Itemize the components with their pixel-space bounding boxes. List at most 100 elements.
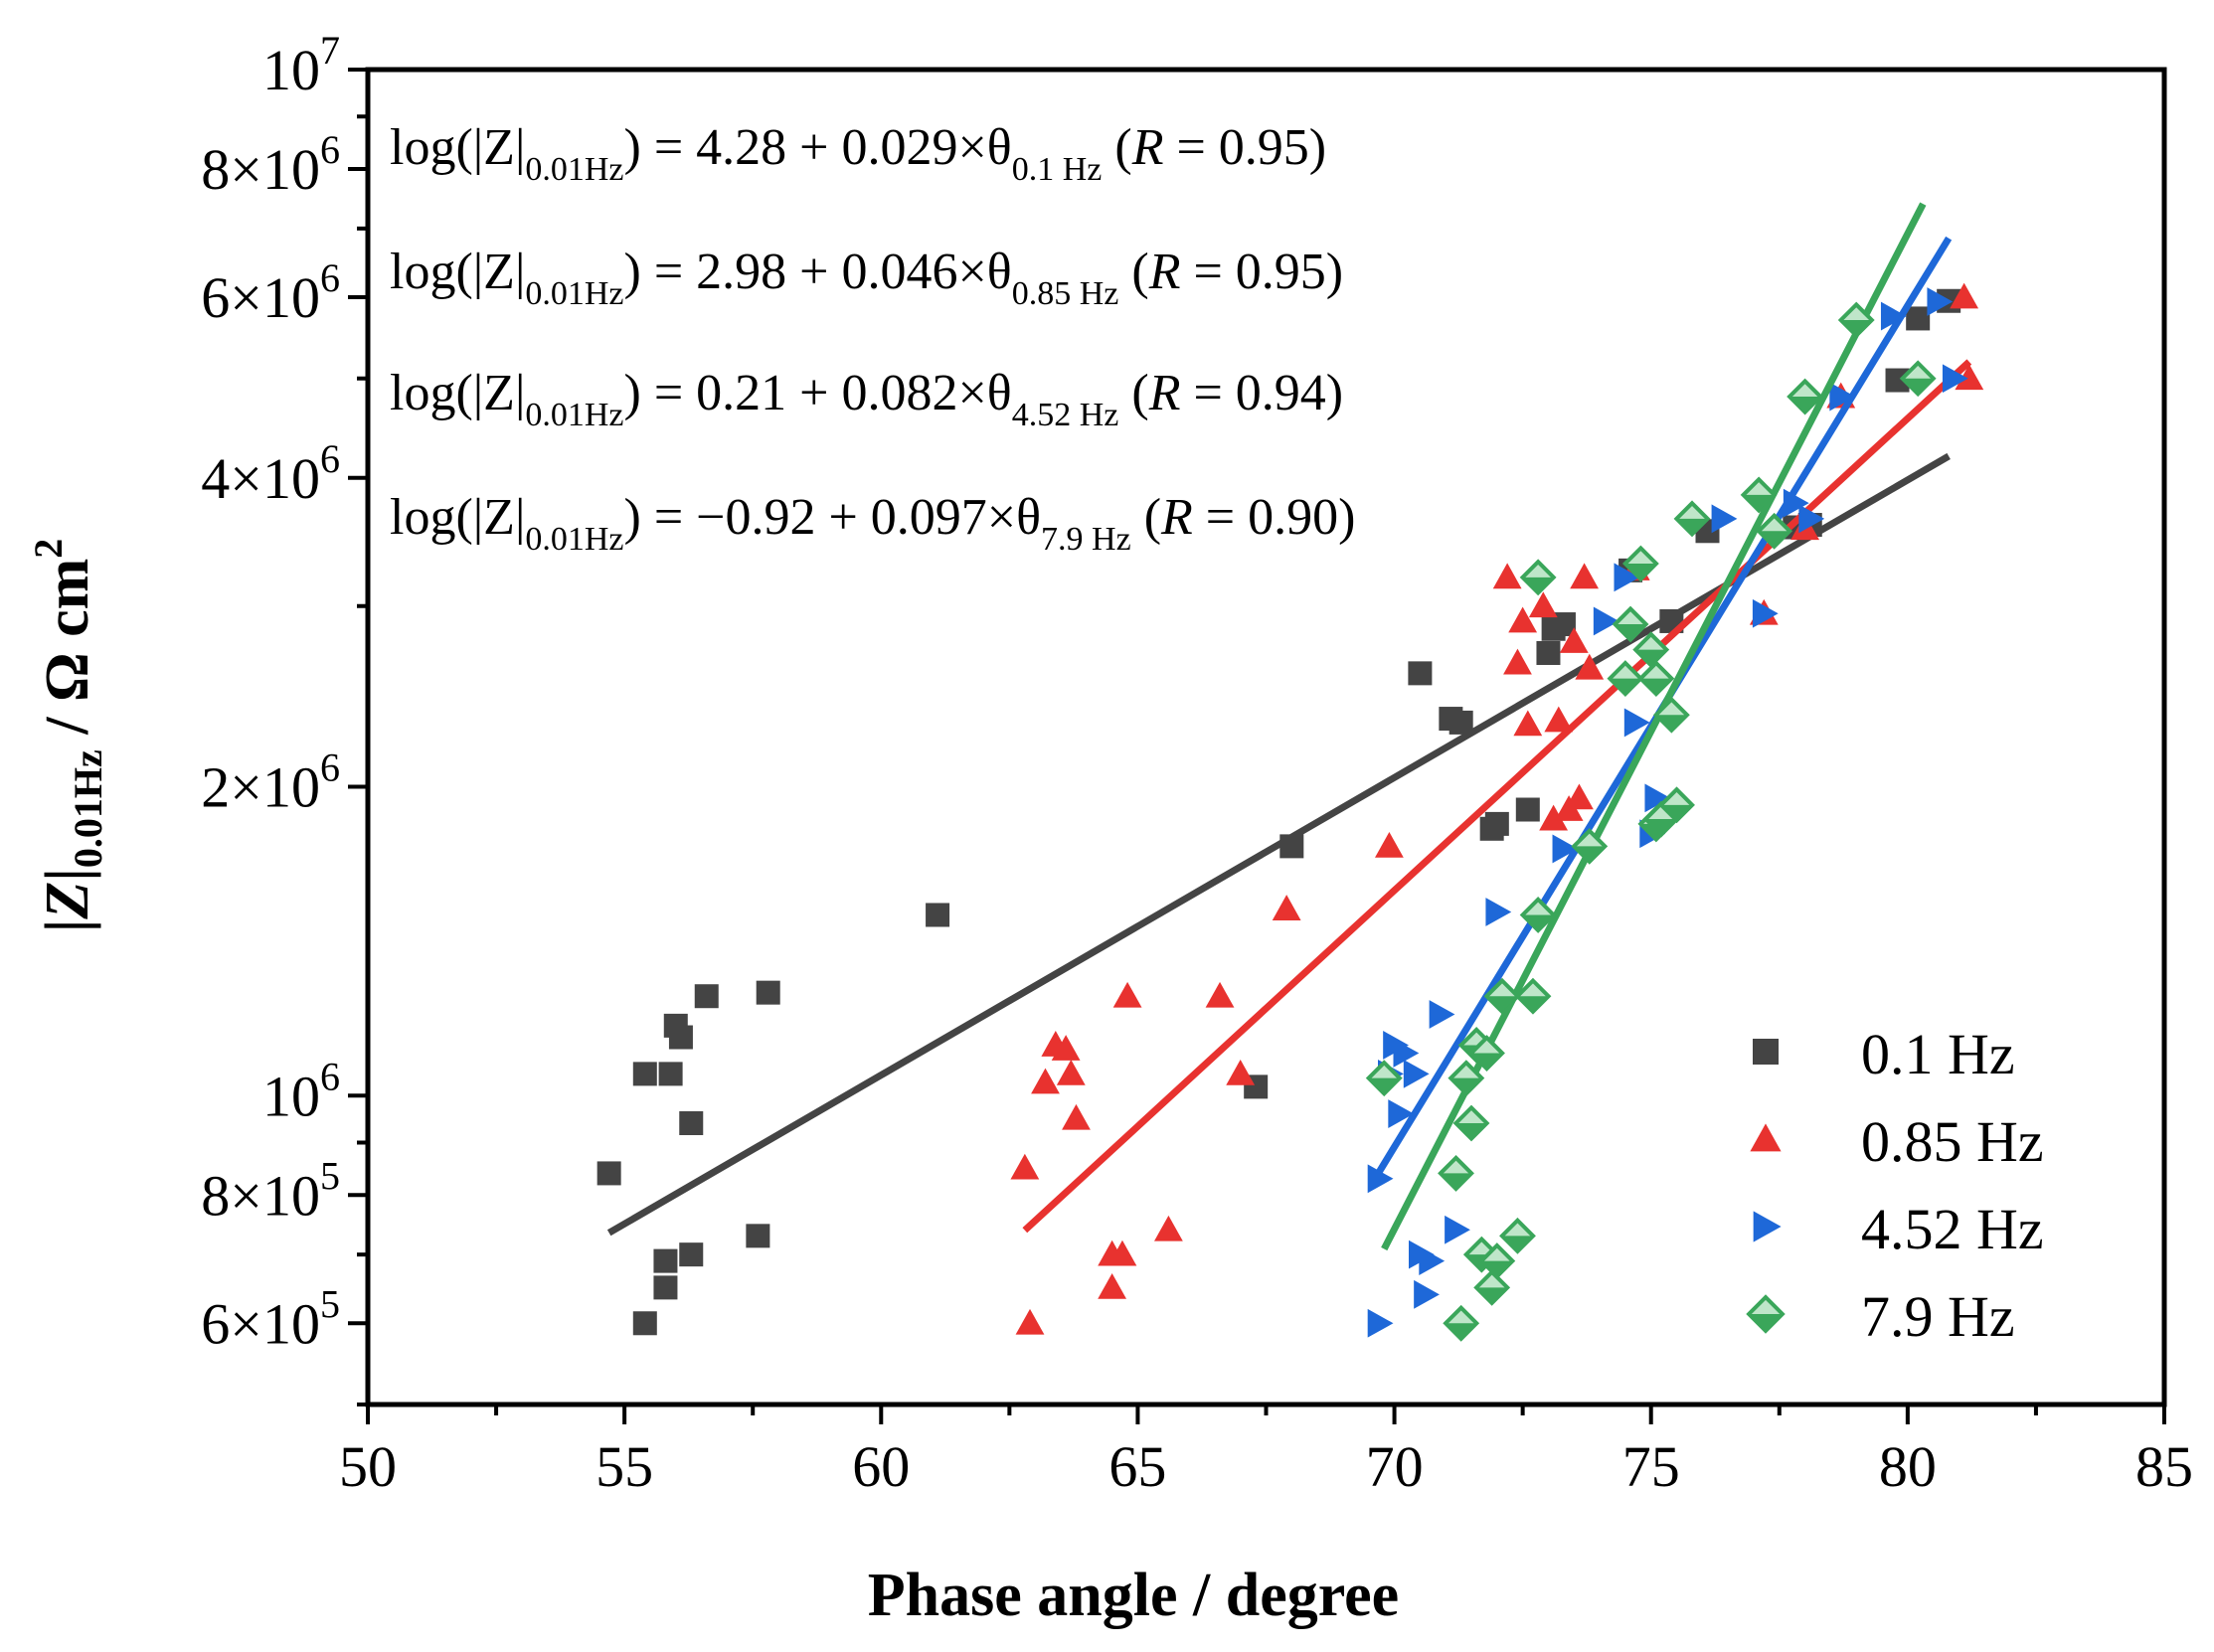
data-point bbox=[1544, 706, 1574, 733]
data-point bbox=[694, 984, 719, 1009]
legend-item: 0.1 Hz bbox=[1753, 1022, 2015, 1086]
data-point bbox=[1452, 1104, 1490, 1142]
data-point bbox=[1519, 897, 1557, 933]
data-point bbox=[1403, 1059, 1430, 1088]
series-2 bbox=[1367, 236, 1968, 1338]
y-tick-label: 6×106 bbox=[201, 255, 340, 330]
data-point bbox=[1607, 660, 1644, 698]
data-point bbox=[1637, 660, 1675, 698]
fit-line bbox=[1022, 359, 1972, 1234]
data-point bbox=[1837, 301, 1875, 339]
data-point bbox=[1740, 476, 1778, 514]
data-point bbox=[653, 1248, 678, 1273]
data-point bbox=[1652, 696, 1690, 734]
fit-equation: log(|Z|0.01Hz) = 4.28 + 0.029×θ0.1 Hz (R… bbox=[390, 119, 1326, 188]
data-point bbox=[1484, 811, 1509, 836]
x-tick-label: 55 bbox=[596, 1434, 653, 1499]
data-point bbox=[1499, 1217, 1536, 1254]
y-tick-label: 106 bbox=[262, 1054, 340, 1128]
data-point bbox=[1571, 827, 1609, 865]
data-point bbox=[1051, 1035, 1081, 1061]
data-point bbox=[1880, 301, 1907, 331]
data-point bbox=[1448, 1060, 1485, 1097]
data-point bbox=[1515, 797, 1540, 822]
data-point bbox=[1056, 1059, 1086, 1085]
data-point bbox=[1419, 1246, 1446, 1276]
data-point bbox=[1508, 606, 1538, 633]
data-point bbox=[1906, 306, 1931, 331]
legend-item: 4.52 Hz bbox=[1753, 1197, 2044, 1261]
data-point bbox=[1485, 898, 1512, 926]
legend-item: 7.9 Hz bbox=[1746, 1284, 2015, 1349]
y-tick-label: 2×106 bbox=[201, 745, 340, 820]
series-1 bbox=[1010, 282, 1984, 1335]
data-point bbox=[679, 1242, 704, 1267]
svg-text:|Z|0.01Hz / Ω cm2: |Z|0.01Hz / Ω cm2 bbox=[26, 539, 110, 933]
data-marks bbox=[596, 202, 1984, 1342]
x-tick-label: 70 bbox=[1366, 1434, 1424, 1499]
y-tick-label: 8×106 bbox=[201, 127, 340, 202]
data-point bbox=[1570, 563, 1599, 589]
x-tick-label: 50 bbox=[339, 1434, 397, 1499]
y-tick-label: 4×106 bbox=[201, 436, 340, 511]
data-point bbox=[1632, 631, 1670, 669]
legend-marker bbox=[1753, 1039, 1779, 1065]
data-point bbox=[1539, 804, 1569, 831]
legend-item: 0.85 Hz bbox=[1750, 1109, 2044, 1174]
fit-equations: log(|Z|0.01Hz) = 4.28 + 0.029×θ0.1 Hz (R… bbox=[390, 119, 1355, 558]
data-point bbox=[1644, 783, 1671, 813]
data-point bbox=[1950, 282, 1979, 309]
data-point bbox=[1552, 834, 1579, 864]
fit-equation: log(|Z|0.01Hz) = 2.98 + 0.046×θ0.85 Hz (… bbox=[390, 244, 1343, 312]
fit-equation: log(|Z|0.01Hz) = 0.21 + 0.082×θ4.52 Hz (… bbox=[390, 365, 1343, 433]
data-point bbox=[1429, 1000, 1455, 1029]
data-point bbox=[1528, 591, 1558, 618]
fit-equation: log(|Z|0.01Hz) = −0.92 + 0.097×θ7.9 Hz (… bbox=[390, 489, 1355, 558]
data-point bbox=[1798, 504, 1825, 534]
data-point bbox=[653, 1275, 678, 1300]
data-point bbox=[1623, 708, 1650, 738]
data-point bbox=[1154, 1215, 1183, 1241]
data-point bbox=[1955, 364, 1984, 391]
data-point bbox=[1031, 1068, 1060, 1094]
data-point bbox=[1559, 627, 1589, 653]
data-point bbox=[1438, 1154, 1474, 1192]
data-point bbox=[1112, 981, 1142, 1008]
legend-label: 7.9 Hz bbox=[1861, 1284, 2015, 1349]
data-point bbox=[1062, 1103, 1091, 1130]
data-point bbox=[1478, 1242, 1516, 1280]
data-point bbox=[1513, 710, 1543, 737]
data-point bbox=[1367, 1308, 1394, 1338]
data-point bbox=[1752, 598, 1779, 628]
data-point bbox=[679, 1110, 704, 1135]
data-point bbox=[746, 1224, 770, 1248]
data-point bbox=[632, 1062, 657, 1086]
legend: 0.1 Hz 0.85 Hz 4.52 Hz 7.9 Hz bbox=[1746, 1022, 2044, 1349]
legend-label: 4.52 Hz bbox=[1861, 1197, 2044, 1261]
data-point bbox=[1612, 605, 1649, 643]
series-0 bbox=[596, 288, 1961, 1336]
y-axis-title: |Z|0.01Hz / Ω cm2 bbox=[26, 539, 110, 933]
data-point bbox=[1614, 563, 1640, 592]
data-point bbox=[1468, 1035, 1505, 1072]
data-point bbox=[1658, 786, 1695, 824]
data-point bbox=[1365, 1060, 1403, 1097]
data-point bbox=[668, 1025, 693, 1050]
data-point bbox=[1448, 710, 1473, 735]
data-point bbox=[1787, 378, 1824, 415]
x-tick-label: 85 bbox=[2135, 1434, 2193, 1499]
data-point bbox=[1375, 831, 1404, 858]
data-point bbox=[596, 1161, 621, 1186]
data-point bbox=[1519, 559, 1557, 596]
data-point bbox=[1536, 640, 1561, 665]
data-point bbox=[1445, 1215, 1470, 1244]
series-3 bbox=[1365, 202, 1937, 1342]
data-point bbox=[1226, 1059, 1256, 1085]
data-point bbox=[1414, 1279, 1440, 1309]
data-point bbox=[756, 980, 780, 1005]
data-point bbox=[1443, 1304, 1480, 1342]
data-point bbox=[1107, 1239, 1137, 1266]
data-point bbox=[1593, 606, 1619, 636]
data-point bbox=[926, 903, 950, 927]
